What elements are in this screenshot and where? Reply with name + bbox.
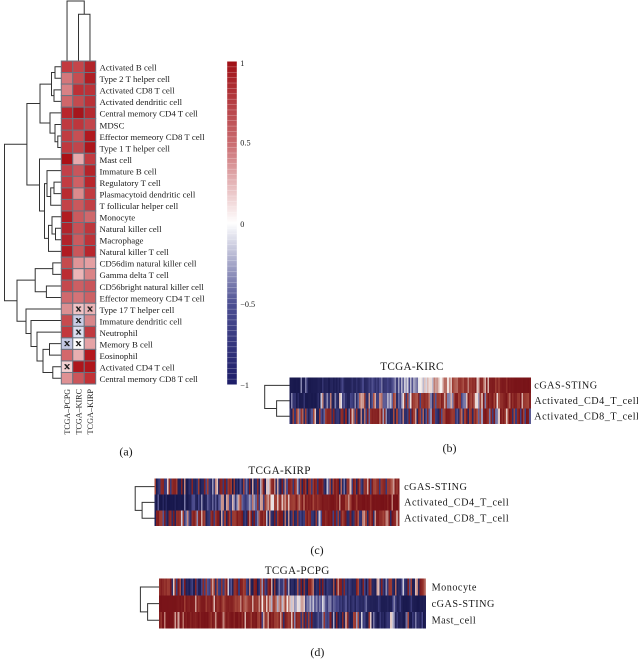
svg-text:Neutrophil: Neutrophil — [100, 328, 139, 338]
svg-text:Activated_CD4_T_cell: Activated_CD4_T_cell — [534, 396, 638, 407]
svg-text:Regulatory T cell: Regulatory T cell — [100, 178, 162, 188]
svg-text:Activated dendritic cell: Activated dendritic cell — [100, 97, 183, 107]
svg-text:Mast_cell: Mast_cell — [432, 616, 477, 627]
svg-text:0.5: 0.5 — [240, 139, 250, 148]
svg-text:Type 1 T helper cell: Type 1 T helper cell — [100, 143, 171, 153]
svg-text:Monocyte: Monocyte — [100, 213, 136, 223]
svg-text:Central memory CD8 T cell: Central memory CD8 T cell — [100, 374, 199, 384]
svg-text:TCGA–KIRC: TCGA–KIRC — [74, 389, 84, 435]
svg-text:Immature dendritic cell: Immature dendritic cell — [100, 316, 183, 326]
svg-text:Activated_CD4_T_cell: Activated_CD4_T_cell — [404, 498, 509, 509]
svg-text:0: 0 — [240, 220, 244, 229]
svg-text:Mast cell: Mast cell — [100, 155, 133, 165]
svg-text:(c): (c) — [310, 543, 323, 557]
svg-text:TCGA-PCPG: TCGA-PCPG — [265, 565, 330, 577]
svg-text:Central memory CD4 T cell: Central memory CD4 T cell — [100, 109, 199, 119]
svg-text:Type 17 T helper cell: Type 17 T helper cell — [100, 305, 175, 315]
svg-text:CD56bright natural killer cell: CD56bright natural killer cell — [100, 282, 205, 292]
svg-text:cGAS-STING: cGAS-STING — [432, 599, 495, 610]
svg-text:Activated_CD8_T_cell: Activated_CD8_T_cell — [404, 514, 509, 525]
svg-text:Eosinophil: Eosinophil — [100, 351, 139, 361]
svg-text:(b): (b) — [443, 441, 457, 455]
svg-text:Effector memeory CD8 T cell: Effector memeory CD8 T cell — [100, 132, 206, 142]
svg-text:Effector memeory CD4 T cell: Effector memeory CD4 T cell — [100, 293, 206, 303]
svg-text:(a): (a) — [119, 445, 132, 459]
svg-text:(d): (d) — [310, 645, 324, 659]
svg-text:1: 1 — [240, 59, 244, 68]
svg-text:Activated_CD8_T_cell: Activated_CD8_T_cell — [534, 412, 638, 423]
svg-text:−0.5: −0.5 — [240, 300, 255, 309]
svg-text:CD56dim natural killer cell: CD56dim natural killer cell — [100, 259, 198, 269]
svg-text:Activated CD8 T cell: Activated CD8 T cell — [100, 86, 176, 96]
svg-text:TCGA-KIRP: TCGA-KIRP — [248, 465, 310, 477]
svg-text:TCGA–PCPG: TCGA–PCPG — [62, 388, 72, 434]
svg-text:TCGA–KIRP: TCGA–KIRP — [85, 389, 95, 435]
svg-text:T follicular helper cell: T follicular helper cell — [100, 201, 179, 211]
svg-text:cGAS-STING: cGAS-STING — [534, 381, 597, 392]
svg-text:MDSC: MDSC — [100, 120, 125, 130]
svg-text:−1: −1 — [240, 381, 249, 390]
svg-text:cGAS-STING: cGAS-STING — [404, 482, 467, 493]
svg-text:Type 2 T helper cell: Type 2 T helper cell — [100, 74, 171, 84]
svg-text:Macrophage: Macrophage — [100, 236, 144, 246]
svg-text:Gamma delta T cell: Gamma delta T cell — [100, 270, 170, 280]
svg-text:Activated B cell: Activated B cell — [100, 63, 158, 73]
svg-text:Immature B cell: Immature B cell — [100, 166, 158, 176]
svg-text:Natural killer T cell: Natural killer T cell — [100, 247, 170, 257]
svg-text:Monocyte: Monocyte — [432, 582, 477, 593]
svg-text:TCGA-KIRC: TCGA-KIRC — [380, 361, 444, 373]
svg-text:Memory B cell: Memory B cell — [100, 339, 154, 349]
svg-text:Natural killer cell: Natural killer cell — [100, 224, 163, 234]
svg-text:Plasmacytoid dendritic cell: Plasmacytoid dendritic cell — [100, 189, 196, 199]
svg-text:Activated CD4 T cell: Activated CD4 T cell — [100, 363, 176, 373]
